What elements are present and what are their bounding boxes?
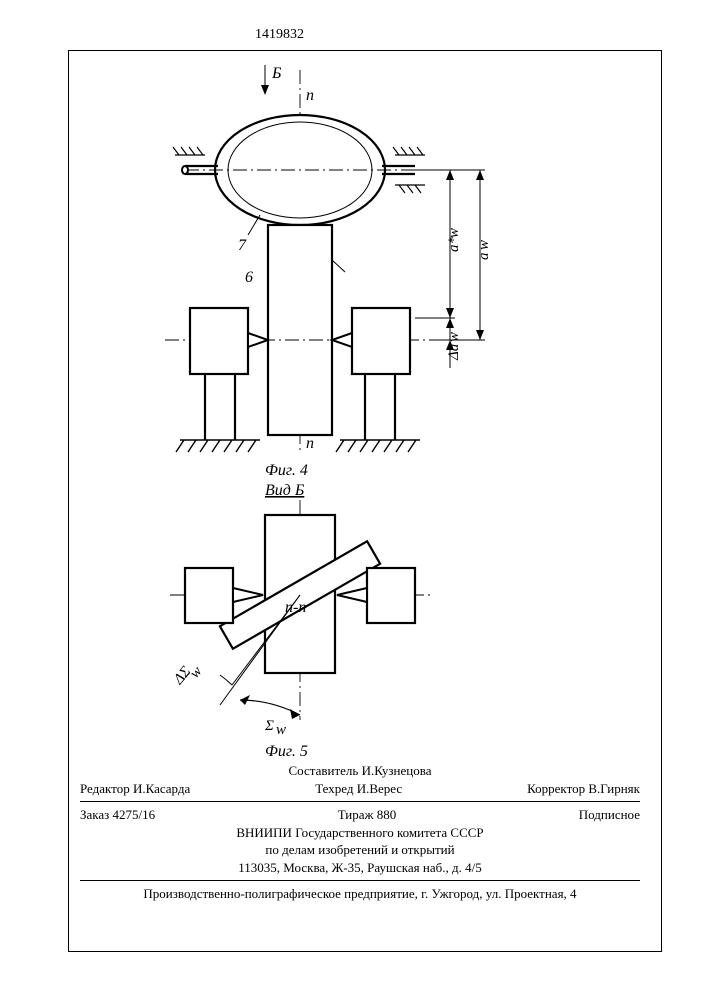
base-hatch-left bbox=[176, 440, 260, 452]
page: 1419832 Б n bbox=[0, 0, 707, 1000]
svg-text:a: a bbox=[476, 253, 492, 261]
fig5-caption: Фиг. 5 bbox=[265, 743, 308, 760]
rule-1 bbox=[80, 801, 640, 802]
label-7: 7 bbox=[238, 237, 247, 254]
base-hatch-right bbox=[336, 440, 420, 452]
fig4-caption: Фиг. 4 bbox=[265, 462, 308, 479]
leader-7 bbox=[248, 215, 260, 235]
print-line: Производственно-полиграфическое предприя… bbox=[80, 885, 640, 903]
dim-aw-star: a* w bbox=[415, 170, 462, 318]
compiler-line: Составитель И.Кузнецова bbox=[80, 762, 640, 780]
org-line2: по делам изобретений и открытий bbox=[80, 841, 640, 859]
rule-2 bbox=[80, 880, 640, 881]
fig5-view-label: Вид Б bbox=[265, 482, 305, 499]
grinding-wheel bbox=[173, 115, 425, 225]
svg-text:w: w bbox=[276, 722, 286, 738]
dim-aw: a w bbox=[415, 170, 492, 340]
figure-5: n-n Σ w ΔΣ w bbox=[170, 500, 430, 738]
svg-text:Δa: Δa bbox=[446, 344, 462, 361]
credits-block: Составитель И.Кузнецова Редактор И.Касар… bbox=[80, 762, 640, 903]
subscription: Подписное bbox=[579, 806, 640, 824]
arrow-b-label: Б bbox=[271, 65, 282, 82]
left-tailstock bbox=[190, 308, 268, 374]
editor: Редактор И.Касарда bbox=[80, 780, 190, 798]
section-label-bottom: n bbox=[306, 435, 314, 452]
svg-text:Σ: Σ bbox=[264, 718, 274, 734]
org-line3: 113035, Москва, Ж-35, Раушская наб., д. … bbox=[80, 859, 640, 877]
org-line1: ВНИИПИ Государственного комитета СССР bbox=[80, 824, 640, 842]
figure-4: Б n bbox=[165, 65, 492, 452]
section-label-top: n bbox=[306, 87, 314, 104]
arrow-b-head bbox=[261, 85, 269, 95]
dim-delta-aw: Δa w bbox=[446, 318, 462, 368]
doc-number: 1419832 bbox=[255, 27, 304, 42]
tirage: Тираж 880 bbox=[338, 806, 397, 824]
svg-text:w: w bbox=[446, 332, 462, 342]
right-tailstock bbox=[332, 308, 410, 374]
svg-text:w: w bbox=[446, 228, 462, 238]
leader-6 bbox=[332, 260, 345, 272]
techred: Техред И.Верес bbox=[315, 780, 402, 798]
label-6: 6 bbox=[245, 269, 253, 286]
corrector: Корректор В.Гирняк bbox=[527, 780, 640, 798]
workpiece bbox=[268, 225, 332, 435]
svg-text:w: w bbox=[476, 240, 492, 250]
order: Заказ 4275/16 bbox=[80, 806, 155, 824]
